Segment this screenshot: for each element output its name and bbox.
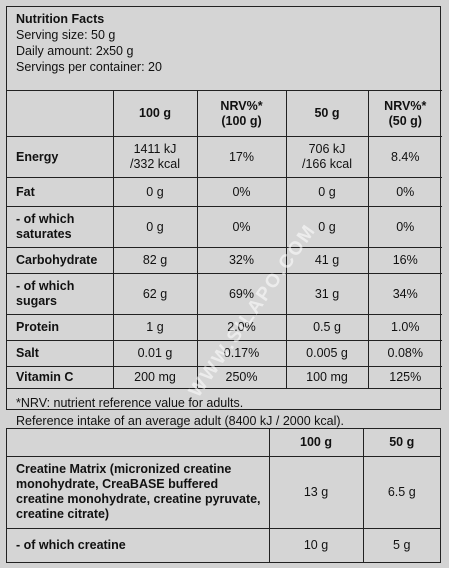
column-header	[7, 90, 114, 137]
value-50g: 5 g	[362, 527, 440, 562]
nrv-100g: 69%	[196, 273, 287, 315]
value-50g: 41 g	[285, 247, 369, 274]
table-row: Vitamin C 200 mg 250% 100 mg 125%	[7, 366, 442, 389]
nrv-50g: 8.4%	[367, 136, 442, 178]
value-50g: 0 g	[285, 206, 369, 248]
creatine-panel: 100 g 50 g Creatine Matrix (micronized cre…	[6, 428, 441, 563]
value-100g: 82 g	[112, 247, 198, 274]
nutrition-table: 100 g NRV%* (100 g) 50 g NRV%* (50 g) Energy 14…	[7, 90, 442, 389]
creatine-table: 100 g 50 g Creatine Matrix (micronized cre…	[7, 429, 440, 562]
table-row: Energy 1411 kJ/332 kcal 17% 706 kJ/166 kcal…	[7, 136, 442, 178]
ingredient-label: - of which creatine	[7, 527, 270, 562]
nrv-100g: 2.0%	[196, 314, 287, 341]
value-100g: 0 g	[112, 177, 198, 207]
column-header: NRV%* (50 g)	[367, 90, 442, 137]
nutrition-header-row: 100 g NRV%* (100 g) 50 g NRV%* (50 g)	[7, 90, 442, 137]
column-header: 100 g	[112, 90, 198, 137]
column-header: 100 g	[268, 429, 364, 457]
table-row: Carbohydrate 82 g 32% 41 g 16%	[7, 247, 442, 274]
nutrition-header: Nutrition Facts Serving size: 50 g Daily…	[7, 7, 440, 90]
ingredient-label: Creatine Matrix (micronized creatine mono…	[7, 455, 270, 529]
value-100g: 0.01 g	[112, 340, 198, 367]
value-50g: 6.5 g	[362, 455, 440, 529]
nutrient-label: Fat	[7, 177, 114, 207]
nrv-50g: 34%	[367, 273, 442, 315]
nrv-50g: 0%	[367, 206, 442, 248]
value-50g: 706 kJ/166 kcal	[285, 136, 369, 178]
nrv-100g: 0%	[196, 206, 287, 248]
nrv-50g: 1.0%	[367, 314, 442, 341]
value-100g: 13 g	[268, 455, 364, 529]
nutrient-label: Energy	[7, 136, 114, 178]
column-header: 50 g	[285, 90, 369, 137]
nrv-100g: 17%	[196, 136, 287, 178]
value-50g: 0.5 g	[285, 314, 369, 341]
nrv-50g: 125%	[367, 366, 442, 389]
nrv-50g: 0.08%	[367, 340, 442, 367]
value-100g: 10 g	[268, 527, 364, 562]
nrv-footnote: *NRV: nutrient reference value for adult…	[16, 396, 244, 410]
value-50g: 0.005 g	[285, 340, 369, 367]
daily-amount: Daily amount: 2x50 g	[16, 44, 134, 58]
table-row: Creatine Matrix (micronized creatine mono…	[7, 455, 440, 529]
nrv-100g: 0%	[196, 177, 287, 207]
creatine-header-row: 100 g 50 g	[7, 429, 440, 457]
column-header: NRV%* (100 g)	[196, 90, 287, 137]
table-row: Fat 0 g 0% 0 g 0%	[7, 177, 442, 207]
nrv-100g: 250%	[196, 366, 287, 389]
nrv-100g: 32%	[196, 247, 287, 274]
reference-intake-note: Reference intake of an average adult (84…	[16, 414, 344, 428]
table-row: Protein 1 g 2.0% 0.5 g 1.0%	[7, 314, 442, 341]
nutrition-title: Nutrition Facts	[16, 12, 105, 26]
nutrient-label: Salt	[7, 340, 114, 367]
serving-size: Serving size: 50 g	[16, 28, 116, 42]
nutrient-label: Protein	[7, 314, 114, 341]
value-100g: 200 mg	[112, 366, 198, 389]
nrv-100g: 0.17%	[196, 340, 287, 367]
nutrient-label: - of which saturates	[7, 206, 114, 248]
nrv-50g: 0%	[367, 177, 442, 207]
servings-per-container: Servings per container: 20	[16, 60, 162, 74]
nutrient-label: - of which sugars	[7, 273, 114, 315]
column-header: 50 g	[362, 429, 440, 457]
value-100g: 0 g	[112, 206, 198, 248]
nutrient-label: Vitamin C	[7, 366, 114, 389]
table-row: - of which saturates 0 g 0% 0 g 0%	[7, 206, 442, 248]
nrv-50g: 16%	[367, 247, 442, 274]
footnotes: *NRV: nutrient reference value for adult…	[7, 389, 440, 430]
table-row: Salt 0.01 g 0.17% 0.005 g 0.08%	[7, 340, 442, 367]
nutrition-facts-panel: Nutrition Facts Serving size: 50 g Daily…	[6, 6, 442, 428]
nutrient-label: Carbohydrate	[7, 247, 114, 274]
value-100g: 62 g	[112, 273, 198, 315]
value-50g: 31 g	[285, 273, 369, 315]
value-100g: 1 g	[112, 314, 198, 341]
value-50g: 0 g	[285, 177, 369, 207]
table-row: - of which sugars 62 g 69% 31 g 34%	[7, 273, 442, 315]
value-100g: 1411 kJ/332 kcal	[112, 136, 198, 178]
value-50g: 100 mg	[285, 366, 369, 389]
column-header	[7, 429, 270, 457]
